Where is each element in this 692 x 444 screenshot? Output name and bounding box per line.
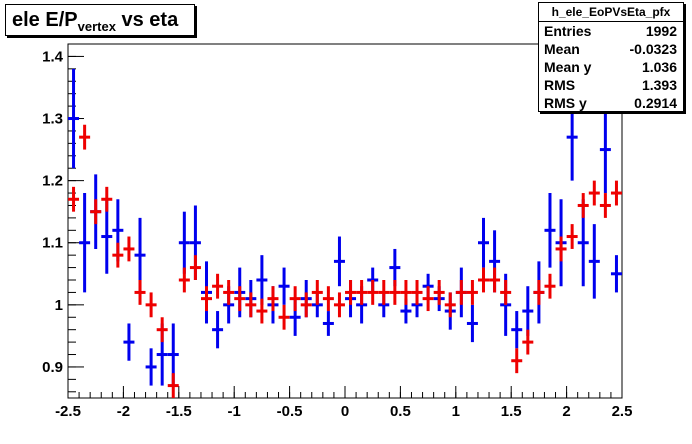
y-tick-label: 1.1 xyxy=(42,235,63,252)
data-point-red xyxy=(345,280,357,305)
stats-row-mean: Mean -0.0323 xyxy=(544,41,677,57)
axis-ticks: -2.5 -2 -1.5 -1 -0.5 0 0.5 1 1.5 2 2.5 0.9 1 1.1 1.2 1.… xyxy=(42,43,633,420)
x-tick-label: -2 xyxy=(117,403,130,420)
data-point-red xyxy=(577,193,589,218)
y-tick-label: 1.3 xyxy=(42,111,63,128)
x-tick-label: 2.5 xyxy=(612,403,633,420)
data-point-blue xyxy=(322,311,334,336)
data-marks xyxy=(68,68,622,398)
data-point-red xyxy=(322,286,334,312)
data-point-blue xyxy=(79,193,91,293)
data-point-blue xyxy=(256,255,268,305)
stats-name: h_ele_EoPVsEta_pfx xyxy=(539,3,683,22)
data-point-red xyxy=(356,280,368,305)
data-point-red xyxy=(433,280,445,305)
x-tick-label: -0.5 xyxy=(277,403,303,420)
data-point-red xyxy=(68,186,80,212)
data-point-red xyxy=(422,286,434,312)
x-tick-label: 0 xyxy=(341,403,349,420)
data-point-blue xyxy=(588,224,600,299)
data-point-blue xyxy=(511,311,523,349)
stats-row-rms-y: RMS y 0.2914 xyxy=(544,95,677,111)
x-tick-label: 1.5 xyxy=(501,403,522,420)
x-tick-label: 1 xyxy=(452,403,460,420)
y-tick-label: 1.2 xyxy=(42,173,63,190)
data-point-blue xyxy=(278,267,290,305)
data-point-red xyxy=(566,224,578,249)
stats-row-entries: Entries 1992 xyxy=(544,23,677,39)
data-point-blue xyxy=(522,286,534,336)
data-point-red xyxy=(533,280,545,305)
data-point-red xyxy=(156,317,168,343)
data-point-red xyxy=(189,255,201,280)
data-point-red xyxy=(544,273,556,299)
data-point-red xyxy=(367,280,379,305)
data-point-blue xyxy=(610,255,622,293)
data-point-red xyxy=(234,286,246,312)
data-point-red xyxy=(555,236,567,262)
data-point-red xyxy=(333,292,345,318)
data-point-red xyxy=(500,280,512,305)
stats-box: h_ele_EoPVsEta_pfx Entries 1992 Mean -0.03… xyxy=(538,2,684,112)
data-point-red xyxy=(489,267,501,293)
data-point-red xyxy=(178,267,190,293)
data-point-red xyxy=(201,286,212,312)
data-point-red xyxy=(123,236,135,262)
stats-row-rms: RMS 1.393 xyxy=(544,77,677,93)
data-point-red xyxy=(101,186,113,212)
data-point-blue xyxy=(544,193,556,268)
x-tick-label: -2.5 xyxy=(55,403,81,420)
data-point-blue xyxy=(123,323,135,361)
data-point-red xyxy=(278,304,290,330)
chart-title: ele E/Pvertex vs eta xyxy=(5,4,195,36)
data-point-blue xyxy=(478,217,489,268)
data-point-red xyxy=(455,280,467,305)
data-point-red xyxy=(134,280,146,305)
data-point-blue xyxy=(333,236,345,287)
y-tick-label: 0.9 xyxy=(42,359,63,376)
data-point-red xyxy=(245,292,257,318)
data-point-red xyxy=(79,124,91,150)
data-point-red xyxy=(411,280,423,305)
data-point-red xyxy=(311,280,323,305)
data-point-blue xyxy=(68,68,80,169)
data-point-blue xyxy=(599,106,611,194)
y-tick-label: 1.4 xyxy=(42,48,64,65)
data-point-red xyxy=(466,280,478,305)
data-point-red xyxy=(522,329,534,355)
data-point-red xyxy=(167,373,179,398)
y-tick-label: 1 xyxy=(55,297,63,314)
data-point-red xyxy=(289,286,301,312)
x-tick-label: -1.5 xyxy=(166,403,192,420)
data-point-red xyxy=(300,292,312,318)
x-tick-label: 0.5 xyxy=(390,403,411,420)
data-point-red xyxy=(610,180,622,206)
x-tick-label: 2 xyxy=(562,403,570,420)
data-point-red xyxy=(223,280,235,305)
data-point-blue xyxy=(145,348,157,386)
data-point-red xyxy=(145,292,157,318)
data-point-blue xyxy=(466,304,478,343)
data-point-red xyxy=(599,193,611,218)
data-point-red xyxy=(267,286,279,312)
x-tick-label: -1 xyxy=(228,403,241,420)
data-point-red xyxy=(256,298,268,324)
data-point-red xyxy=(212,273,224,299)
data-point-red xyxy=(112,242,124,268)
data-point-red xyxy=(444,292,456,318)
data-point-red xyxy=(400,280,412,305)
data-point-red xyxy=(389,280,401,305)
data-point-blue xyxy=(212,311,224,349)
data-point-blue xyxy=(178,211,190,274)
data-point-red xyxy=(90,199,102,225)
data-point-red xyxy=(378,280,390,305)
data-point-red xyxy=(511,348,523,374)
data-point-red xyxy=(588,180,600,206)
stats-row-mean-y: Mean y 1.036 xyxy=(544,59,677,75)
data-point-red xyxy=(478,267,489,293)
